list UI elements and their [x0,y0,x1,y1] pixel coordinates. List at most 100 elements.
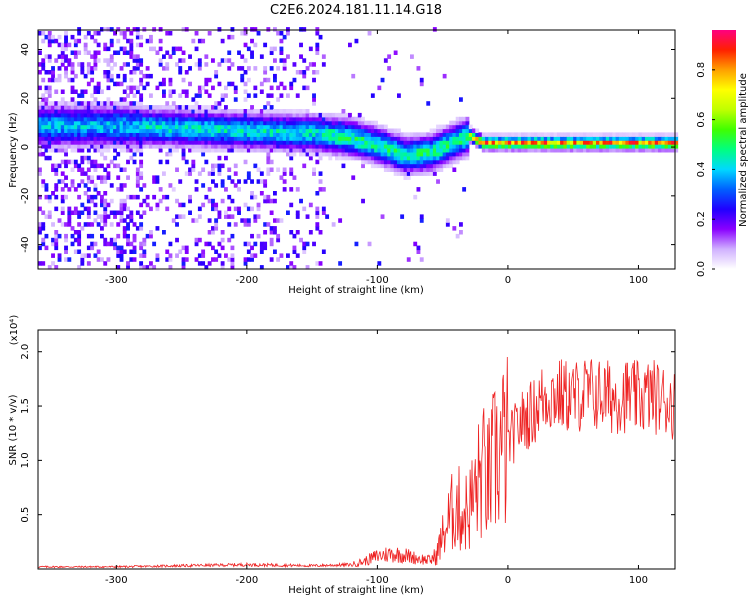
spectrogram-cell [625,148,630,153]
spectrogram-cell [162,93,166,98]
spectrogram-cell [305,151,310,157]
spectrogram-cell [556,144,561,149]
spectrogram-cell [64,148,68,153]
spectrogram-cell [142,198,147,204]
spectrogram-cell [168,120,173,126]
spectrogram-cell [175,144,179,149]
spectrogram-cell [51,124,55,130]
spectrogram-cell [86,112,91,118]
spectrogram-cell [286,27,290,32]
spectrogram-cell [331,136,336,141]
spectrogram-cell [439,140,444,145]
spectrogram-cell [201,38,206,44]
spectrogram-cell [227,120,232,126]
spectrogram-cell [416,66,421,71]
spectrogram-cell [116,253,121,258]
spectrogram-cell [129,89,134,94]
spectrogram-cell [583,132,587,137]
spectrogram-cell [207,116,212,122]
spectrogram-cell [73,116,78,122]
spectrogram-cell [129,50,134,55]
spectrogram-cell [550,132,555,137]
spectrogram-cell [217,101,222,106]
spectrogram-cell [429,163,434,169]
spectrogram-cell [175,167,179,172]
spectrogram-cell [455,132,460,137]
spectrogram-cell [224,120,228,126]
spectrogram-cell [214,249,219,254]
spectrogram-cell [547,144,551,149]
spectrogram-cell [194,128,199,133]
spectrogram-cell [618,132,623,137]
spectrogram-cell [142,140,147,145]
spectrogram-cell [38,144,42,149]
spectrogram-cell [579,132,584,137]
spectrogram-cell [240,136,245,141]
spectrogram-cell [77,93,82,98]
spectrogram-cell [67,222,72,227]
spectrogram-cell [237,144,241,149]
spectrogram-cell [233,144,238,149]
spectrogram-cell [73,73,78,79]
spectrogram-cell [321,124,326,130]
spectrogram-cell [155,179,160,184]
spectrogram-cell [41,179,46,184]
spectrogram-cell [155,109,160,114]
spectrogram-cell [100,257,104,262]
spectrogram-cell [259,120,264,126]
spectrogram-cell [44,245,49,251]
spectrogram-cell [566,136,571,141]
spectrogram-cell [132,245,137,251]
spectrogram-cell [67,101,72,106]
spectrogram-cell [468,132,473,137]
spectrogram-cell [286,136,290,141]
spectrogram-cell [38,50,42,55]
spectrogram-cell [387,132,392,137]
spectrogram-cell [103,144,108,149]
spectrogram-cell [631,148,636,153]
spectrogram-cell [664,148,669,153]
spectrogram-cell [289,261,294,266]
spectrogram-cell [436,159,440,165]
spectrogram-cell [393,155,398,161]
spectrogram-cell [370,163,375,169]
spectrogram-cell [318,116,323,122]
spectrogram-cell [259,81,264,87]
spectrogram-cell [325,140,330,145]
spectrogram-cell [556,132,561,137]
spectrogram-cell [259,89,264,94]
spectrogram-cell [197,38,202,44]
spectrogram-cell [511,144,516,149]
spectrogram-cell [38,120,42,126]
spectrogram-cell [100,128,104,133]
spectrogram-cell [328,112,333,118]
spectrogram-cell [41,241,46,247]
spectrogram-cell [576,132,581,137]
spectrogram-cell [168,128,173,133]
spectrogram-cell [605,136,610,141]
spectrogram-cell [60,132,65,137]
spectrogram-cell [338,148,343,153]
spectrogram-cell [51,191,55,196]
spectrogram-cell [302,124,307,130]
spectrogram-cell [367,148,372,153]
spectrogram-cell [165,249,170,254]
spectrogram-cell [122,124,127,130]
spectrogram-cell [149,109,153,114]
spectrogram-cell [113,148,117,153]
spectrogram-cell [481,148,486,153]
spectrogram-cell [357,144,362,149]
spectrogram-cell [445,151,450,157]
spectrogram-cell [191,132,196,137]
spectrogram-cell [292,112,297,118]
spectrogram-cell [256,116,261,122]
spectrogram-cell [315,222,320,227]
spectrogram-cell [44,120,49,126]
spectrogram-cell [579,148,584,153]
spectrogram-cell [67,128,72,133]
spectrogram-cell [315,214,320,219]
spectrogram-cell [220,198,225,204]
spectrogram-cell [246,218,251,223]
spectrogram-cell [321,187,326,192]
spectrogram-cell [155,105,160,110]
